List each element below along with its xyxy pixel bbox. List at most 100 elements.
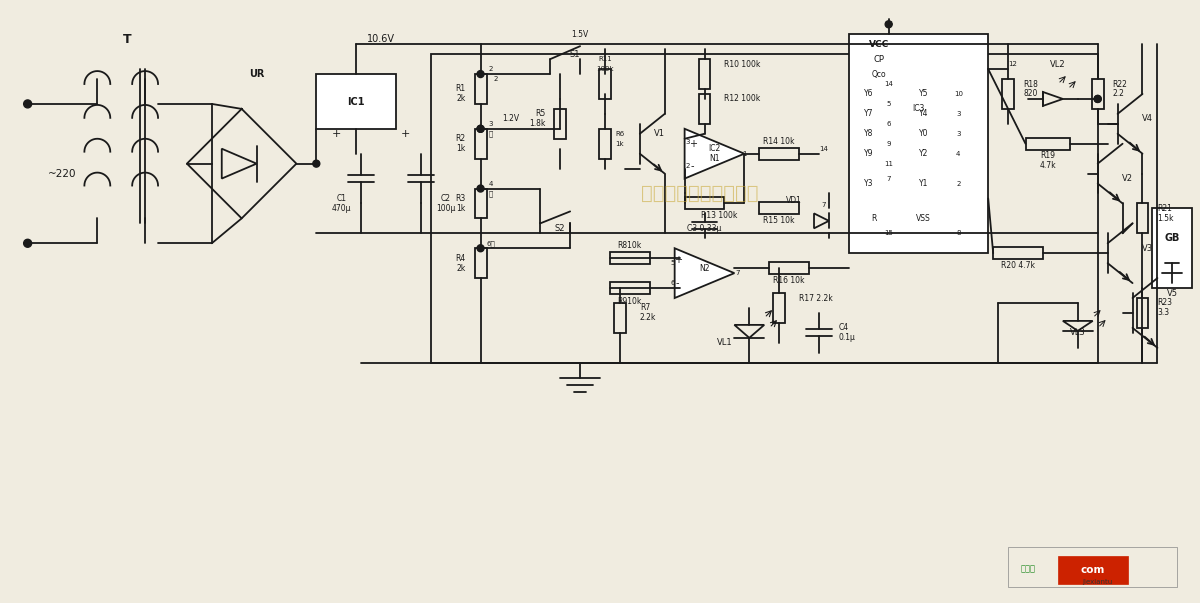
Text: Qco: Qco bbox=[871, 69, 886, 78]
Text: Y1: Y1 bbox=[919, 179, 928, 188]
Bar bbox=[760, 148, 799, 160]
Text: R13 100k: R13 100k bbox=[701, 211, 738, 220]
Text: R15 10k: R15 10k bbox=[763, 216, 794, 225]
Text: +: + bbox=[673, 255, 682, 265]
Text: Y5: Y5 bbox=[919, 89, 929, 98]
Text: 100μ: 100μ bbox=[436, 204, 456, 213]
Text: V3: V3 bbox=[1142, 244, 1153, 253]
Text: R1: R1 bbox=[456, 84, 466, 93]
Text: R14 10k: R14 10k bbox=[763, 137, 794, 147]
Text: 7: 7 bbox=[736, 270, 739, 276]
Text: R910k: R910k bbox=[618, 297, 642, 306]
Text: VD1: VD1 bbox=[786, 196, 802, 205]
Bar bbox=[1026, 137, 1070, 150]
Text: 8: 8 bbox=[956, 230, 960, 236]
Text: R11: R11 bbox=[598, 56, 612, 62]
Text: 1.2V: 1.2V bbox=[502, 115, 518, 124]
Text: N2: N2 bbox=[700, 264, 709, 273]
Text: VL2: VL2 bbox=[1050, 60, 1066, 69]
Bar bbox=[317, 74, 396, 129]
Text: R4: R4 bbox=[455, 254, 466, 263]
Text: Y2: Y2 bbox=[919, 149, 928, 158]
Text: R10 100k: R10 100k bbox=[725, 60, 761, 69]
Text: R22: R22 bbox=[1112, 80, 1128, 89]
Text: R: R bbox=[871, 214, 876, 223]
Polygon shape bbox=[674, 248, 734, 298]
Text: 2k: 2k bbox=[456, 95, 466, 104]
Text: 16: 16 bbox=[884, 21, 893, 27]
Circle shape bbox=[478, 125, 484, 132]
Text: 820: 820 bbox=[1024, 89, 1038, 98]
Bar bbox=[474, 129, 486, 159]
Text: 2: 2 bbox=[488, 66, 493, 72]
Text: 11: 11 bbox=[884, 160, 893, 166]
Text: 3: 3 bbox=[956, 131, 960, 137]
Text: R2: R2 bbox=[456, 134, 466, 144]
Bar bbox=[474, 189, 486, 218]
Bar bbox=[848, 34, 989, 253]
Text: R16 10k: R16 10k bbox=[773, 276, 805, 285]
Text: R6: R6 bbox=[616, 131, 624, 137]
Bar bbox=[474, 248, 486, 278]
Text: V5: V5 bbox=[1166, 289, 1178, 297]
Bar bbox=[685, 197, 725, 209]
Text: C2: C2 bbox=[440, 194, 451, 203]
Circle shape bbox=[313, 160, 319, 167]
Text: UR: UR bbox=[248, 69, 264, 79]
Text: 6节: 6节 bbox=[486, 240, 494, 247]
Text: 7: 7 bbox=[822, 203, 827, 209]
Text: Y6: Y6 bbox=[864, 89, 874, 98]
Text: R17 2.2k: R17 2.2k bbox=[799, 294, 833, 303]
Text: R5: R5 bbox=[535, 109, 545, 118]
Text: R810k: R810k bbox=[618, 241, 642, 250]
Bar bbox=[431, 54, 1098, 363]
Bar bbox=[554, 109, 566, 139]
Text: +: + bbox=[401, 129, 410, 139]
Text: 4.7k: 4.7k bbox=[1039, 161, 1056, 170]
Bar bbox=[769, 262, 809, 274]
Text: VSS: VSS bbox=[916, 214, 931, 223]
Text: 2.2: 2.2 bbox=[1112, 89, 1124, 98]
Text: IC3: IC3 bbox=[912, 104, 925, 113]
Text: VCC: VCC bbox=[869, 40, 889, 49]
Circle shape bbox=[478, 125, 484, 132]
Text: 4: 4 bbox=[956, 151, 960, 157]
Bar bbox=[1058, 556, 1128, 584]
Bar bbox=[994, 247, 1043, 259]
Text: 6: 6 bbox=[887, 121, 890, 127]
Bar bbox=[1152, 209, 1193, 288]
Text: Y8: Y8 bbox=[864, 129, 874, 138]
Text: ~220: ~220 bbox=[48, 169, 77, 178]
Text: 接线图: 接线图 bbox=[1020, 565, 1036, 573]
Text: 1.5V: 1.5V bbox=[571, 30, 589, 39]
Text: jiexiantu: jiexiantu bbox=[1082, 579, 1112, 585]
Text: IC1: IC1 bbox=[347, 97, 365, 107]
Circle shape bbox=[478, 71, 484, 78]
Text: 3: 3 bbox=[685, 139, 690, 145]
Text: +: + bbox=[689, 139, 696, 149]
Bar bbox=[698, 94, 710, 124]
Text: C1: C1 bbox=[336, 194, 346, 203]
Text: 1: 1 bbox=[742, 151, 746, 157]
Circle shape bbox=[1094, 95, 1102, 103]
Text: 1k: 1k bbox=[616, 140, 624, 147]
Polygon shape bbox=[685, 129, 744, 178]
Text: T: T bbox=[122, 33, 132, 46]
Text: 6: 6 bbox=[671, 280, 674, 286]
Bar bbox=[614, 303, 626, 333]
Text: 7: 7 bbox=[887, 175, 890, 182]
Text: 3: 3 bbox=[956, 111, 960, 117]
Text: V1: V1 bbox=[654, 129, 665, 138]
Text: Y0: Y0 bbox=[919, 129, 929, 138]
Bar bbox=[1002, 79, 1014, 109]
Text: S1: S1 bbox=[570, 49, 581, 58]
Text: 10.6V: 10.6V bbox=[367, 34, 395, 44]
Text: R20 4.7k: R20 4.7k bbox=[1001, 260, 1036, 270]
Text: 节: 节 bbox=[488, 130, 493, 137]
Text: C4: C4 bbox=[839, 323, 850, 332]
Text: 5: 5 bbox=[887, 101, 890, 107]
Bar bbox=[773, 293, 785, 323]
Text: S2: S2 bbox=[554, 224, 565, 233]
Circle shape bbox=[886, 21, 892, 28]
Text: 2.2k: 2.2k bbox=[640, 314, 656, 323]
